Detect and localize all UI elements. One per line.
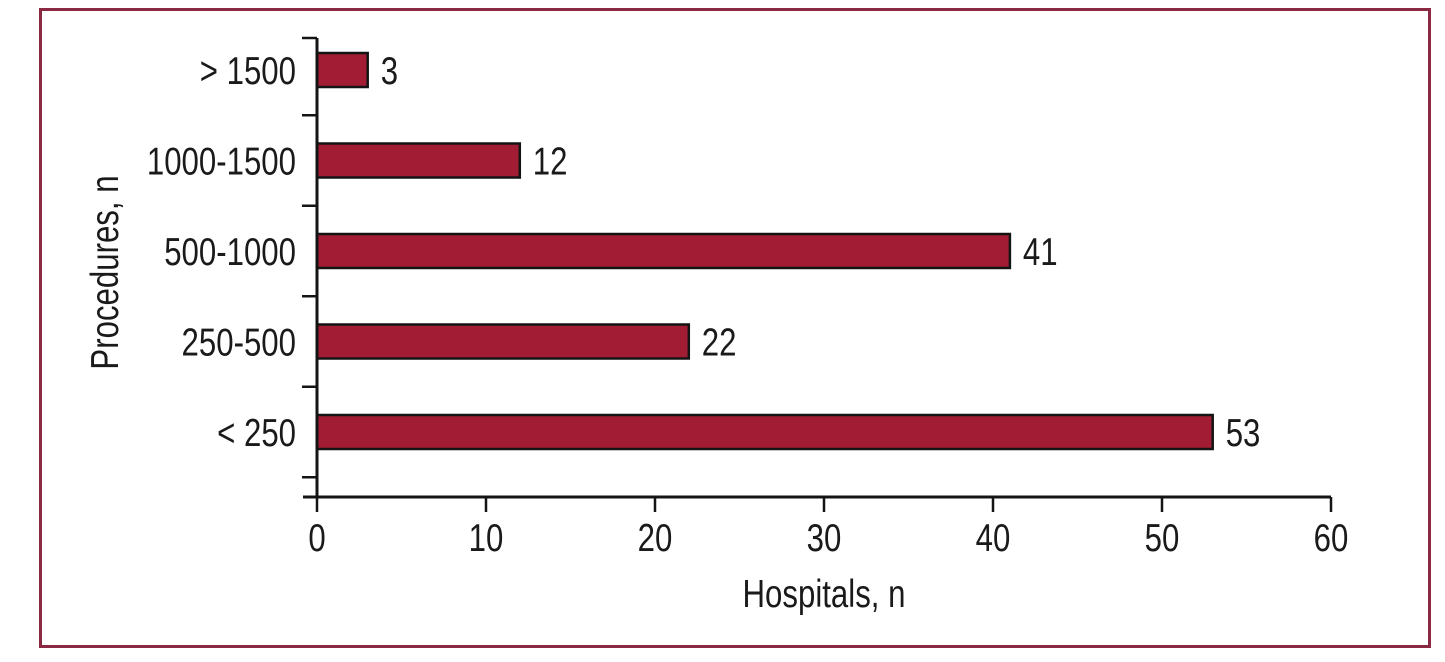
bar-value-label: 53 — [1226, 412, 1261, 455]
x-tick-label: 10 — [469, 517, 504, 560]
category-label: < 250 — [217, 412, 296, 455]
category-label: > 1500 — [200, 50, 296, 93]
category-label: 500-1000 — [164, 231, 296, 274]
bar-value-label: 3 — [381, 50, 398, 93]
y-axis-title: Procedures, n — [84, 175, 127, 369]
bar — [315, 142, 522, 179]
bar-value-label: 41 — [1023, 231, 1058, 274]
figure-border — [39, 8, 1431, 648]
bar — [315, 413, 1214, 451]
x-axis-title: Hospitals, n — [743, 573, 906, 616]
bar-value-label: 22 — [702, 321, 737, 364]
bar — [315, 51, 369, 89]
bar — [315, 232, 1012, 270]
bar — [315, 323, 691, 360]
category-label: 1000-1500 — [147, 140, 296, 183]
x-tick-label: 60 — [1314, 517, 1349, 560]
category-label: 250-500 — [182, 321, 296, 364]
x-tick-label: 40 — [976, 517, 1011, 560]
x-tick-label: 0 — [308, 517, 325, 560]
x-tick-label: 50 — [1145, 517, 1180, 560]
x-tick-label: 30 — [807, 517, 842, 560]
bar-value-label: 12 — [533, 140, 568, 183]
x-tick-label: 20 — [638, 517, 673, 560]
